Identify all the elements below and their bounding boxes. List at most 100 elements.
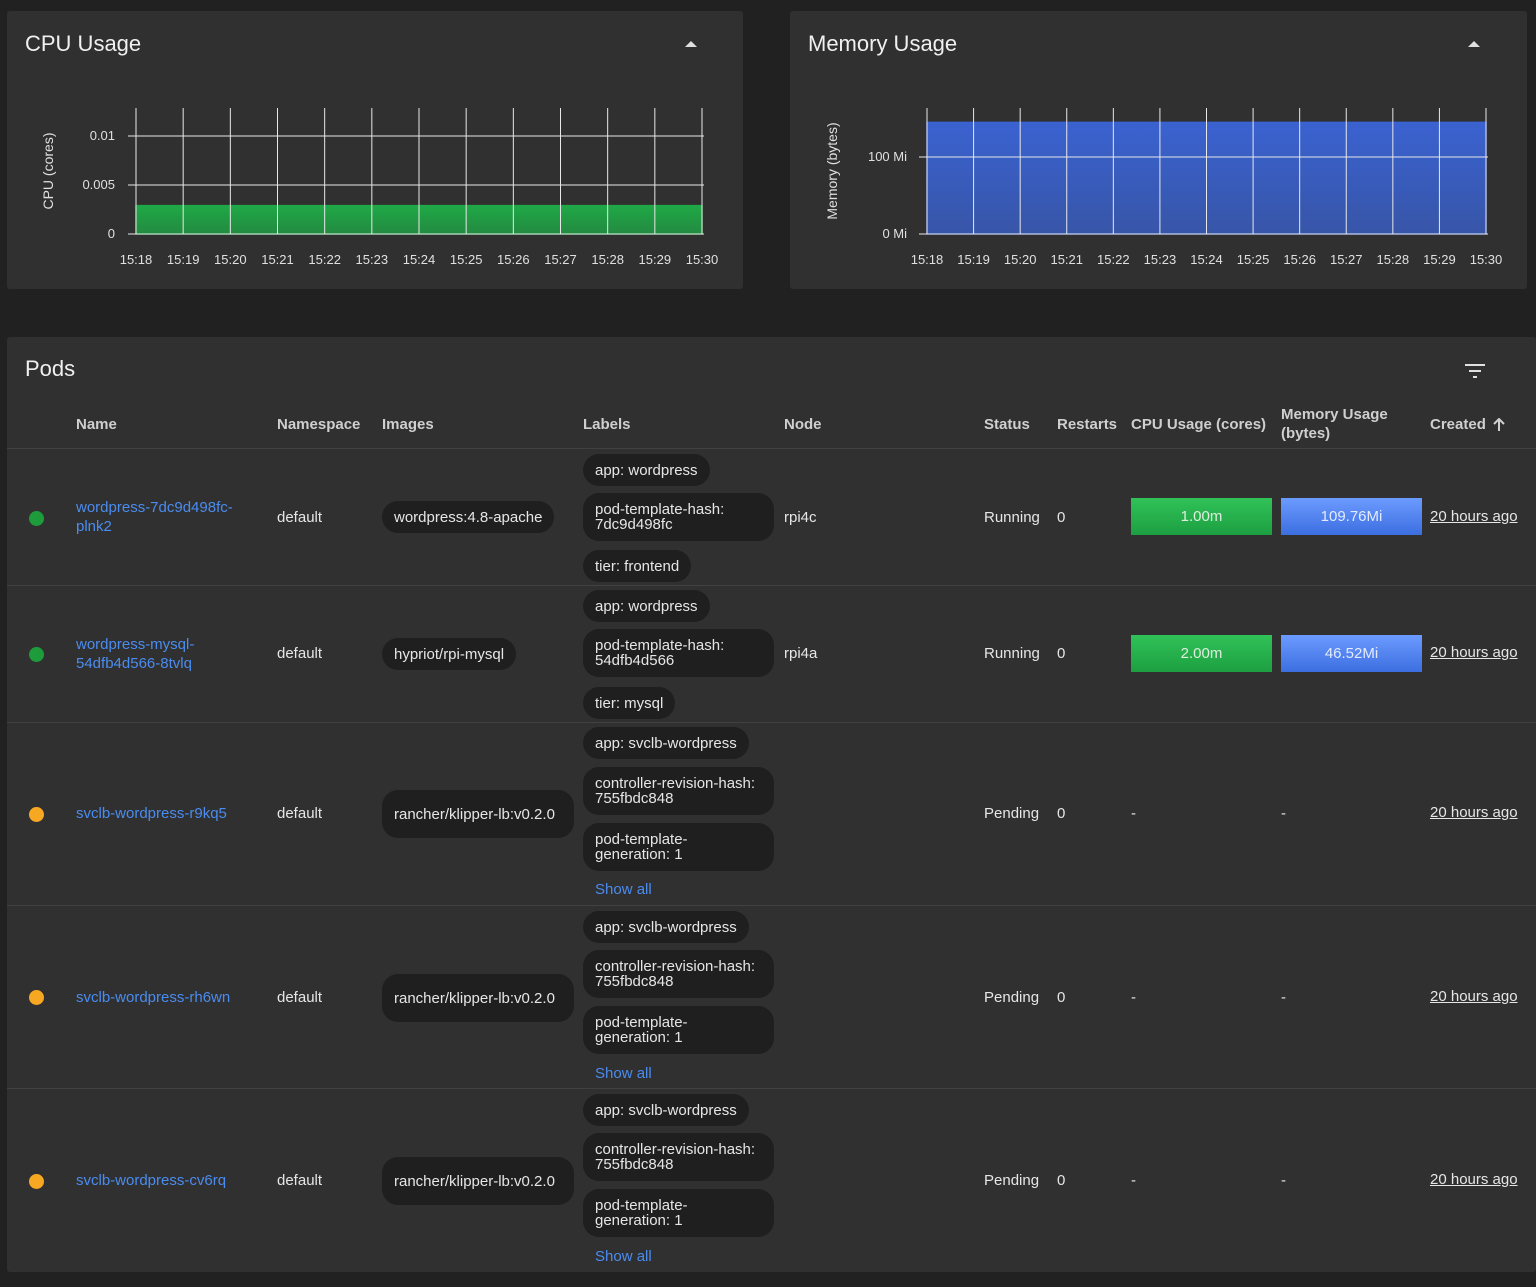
x-tick-label: 15:26 (1283, 252, 1316, 267)
namespace-cell: default (277, 805, 323, 822)
label-chip: tier: frontend (583, 550, 692, 582)
status-dot (29, 511, 44, 526)
status-cell: Pending (984, 805, 1040, 822)
x-tick-label: 15:24 (403, 252, 436, 267)
label-chip: app: wordpress (583, 590, 710, 622)
label-chip: controller-revision-hash: 755fbdc848 (583, 1133, 774, 1181)
x-tick-label: 15:25 (450, 252, 483, 267)
x-tick-label: 15:22 (308, 252, 341, 267)
memory-card-title: Memory Usage (808, 31, 958, 56)
cpu-usage-chart: 15:18 15:19 15:20 15:21 15:22 15:23 15:24 15:25… (40, 108, 719, 267)
collapse-up-icon[interactable] (684, 39, 698, 49)
image-chip: rancher/klipper-lb:v0.2.0 (382, 790, 574, 838)
sort-ascending-icon (1493, 417, 1505, 431)
x-tick-label: 15:20 (214, 252, 247, 267)
created-link[interactable]: 20 hours ago (1430, 804, 1518, 821)
memory-usage-chart: 15:18 15:19 15:20 15:21 15:22 15:23 15:24 15:25… (824, 108, 1502, 267)
status-dot (29, 807, 44, 822)
x-tick-label: 15:28 (591, 252, 624, 267)
column-header-namespace[interactable]: Namespace (277, 416, 361, 433)
node-cell: rpi4a (784, 645, 818, 662)
pod-name-link[interactable]: svclb-wordpress-r9kq5 (76, 805, 227, 822)
label-chip: app: wordpress (583, 454, 710, 486)
pod-name-link[interactable]: wordpress-7dc9d498fc-plnk2 (76, 499, 233, 535)
row-divider (7, 585, 1536, 586)
row-divider (7, 722, 1536, 723)
x-tick-label: 15:18 (120, 252, 153, 267)
x-tick-label: 15:20 (1004, 252, 1037, 267)
x-tick-label: 15:27 (544, 252, 577, 267)
y-tick-label: 0.01 (90, 128, 115, 143)
namespace-cell: default (277, 509, 323, 526)
cpu-usage-bar: 2.00m (1131, 635, 1272, 672)
created-header-label: Created (1430, 416, 1486, 433)
x-tick-label: 15:19 (167, 252, 200, 267)
created-link[interactable]: 20 hours ago (1430, 644, 1518, 661)
restarts-cell: 0 (1057, 645, 1066, 662)
y-tick-label: 0 Mi (882, 226, 907, 241)
label-chip: app: svclb-wordpress (583, 727, 749, 759)
show-all-labels-link[interactable]: Show all (595, 1248, 652, 1265)
x-tick-label: 15:29 (1423, 252, 1456, 267)
status-cell: Pending (984, 1172, 1040, 1189)
restarts-cell: 0 (1057, 805, 1066, 822)
x-tick-label: 15:23 (1144, 252, 1177, 267)
label-chip: pod-template-generation: 1 (583, 823, 774, 871)
y-axis-label: CPU (cores) (40, 132, 56, 209)
x-tick-label: 15:21 (261, 252, 294, 267)
column-header-created[interactable]: Created (1430, 415, 1506, 434)
memory-cell: - (1281, 989, 1286, 1006)
column-header-memory: Memory Usage (bytes) (1281, 406, 1388, 442)
label-chip: tier: mysql (583, 687, 676, 719)
pod-name-link[interactable]: svclb-wordpress-rh6wn (76, 989, 231, 1006)
restarts-cell: 0 (1057, 1172, 1066, 1189)
pod-name-link[interactable]: svclb-wordpress-cv6rq (76, 1172, 227, 1189)
collapse-up-icon[interactable] (1467, 39, 1481, 49)
x-tick-label: 15:22 (1097, 252, 1130, 267)
x-tick-label: 15:19 (957, 252, 990, 267)
image-chip: wordpress:4.8-apache (382, 501, 555, 533)
label-chip: app: svclb-wordpress (583, 1094, 749, 1126)
column-header-node[interactable]: Node (784, 416, 822, 433)
y-tick-label: 0 (108, 226, 115, 241)
created-link[interactable]: 20 hours ago (1430, 988, 1518, 1005)
memory-cell: - (1281, 805, 1286, 822)
image-chip: rancher/klipper-lb:v0.2.0 (382, 1157, 574, 1205)
column-header-restarts[interactable]: Restarts (1057, 416, 1118, 433)
cpu-card-title: CPU Usage (25, 31, 142, 56)
x-tick-label: 15:26 (497, 252, 530, 267)
cpu-usage-bar: 1.00m (1131, 498, 1272, 535)
y-tick-label: 100 Mi (868, 149, 907, 164)
created-link[interactable]: 20 hours ago (1430, 508, 1518, 525)
status-cell: Pending (984, 989, 1040, 1006)
column-header-labels: Labels (583, 416, 631, 433)
status-dot (29, 990, 44, 1005)
status-dot (29, 1174, 44, 1189)
x-tick-label: 15:23 (356, 252, 389, 267)
column-header-status[interactable]: Status (984, 416, 1030, 433)
label-chip: pod-template-hash: 54dfb4d566 (583, 629, 774, 677)
image-chip: hypriot/rpi-mysql (382, 638, 517, 670)
cpu-cell: - (1131, 989, 1136, 1006)
pod-name-link[interactable]: wordpress-mysql-54dfb4d566-8tvlq (76, 636, 195, 672)
restarts-cell: 0 (1057, 989, 1066, 1006)
pods-title: Pods (25, 356, 76, 381)
memory-usage-bar: 109.76Mi (1281, 498, 1422, 535)
show-all-labels-link[interactable]: Show all (595, 1065, 652, 1082)
status-cell: Running (984, 645, 1040, 662)
node-cell: rpi4c (784, 509, 817, 526)
cpu-cell: - (1131, 1172, 1136, 1189)
x-tick-label: 15:21 (1050, 252, 1083, 267)
row-divider (7, 1088, 1536, 1089)
show-all-labels-link[interactable]: Show all (595, 881, 652, 898)
cpu-cell: - (1131, 805, 1136, 822)
filter-icon[interactable] (1463, 361, 1487, 381)
restarts-cell: 0 (1057, 509, 1066, 526)
x-tick-label: 15:30 (686, 252, 719, 267)
namespace-cell: default (277, 1172, 323, 1189)
label-chip: controller-revision-hash: 755fbdc848 (583, 950, 774, 998)
column-header-name[interactable]: Name (76, 416, 117, 433)
created-link[interactable]: 20 hours ago (1430, 1171, 1518, 1188)
y-tick-label: 0.005 (82, 177, 115, 192)
x-tick-label: 15:29 (639, 252, 672, 267)
